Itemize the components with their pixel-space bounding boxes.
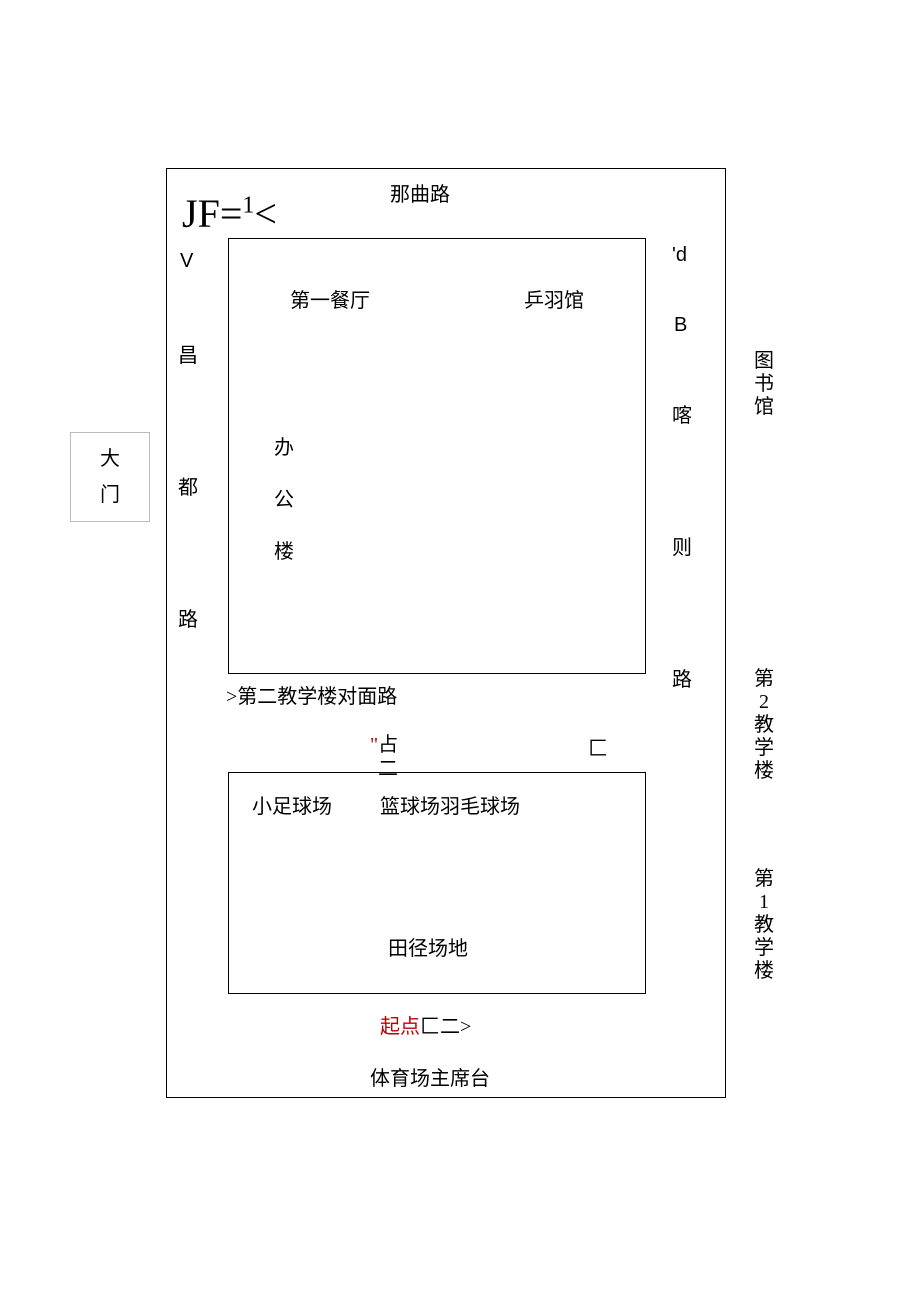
left-road-char-2: 都	[176, 462, 200, 514]
office-building-label: 办 公 楼	[272, 422, 296, 578]
pingyu-hall-label: 乒羽馆	[524, 284, 584, 313]
left-road-label: 昌 都 路	[176, 330, 200, 646]
right-mark-b: B	[674, 314, 687, 337]
gate-box: 大 门	[70, 432, 150, 522]
left-road-char-1: 昌	[176, 330, 200, 382]
right-mark-d: 'd	[672, 244, 687, 267]
dining-hall-label: 第一餐厅	[290, 284, 370, 313]
track-field-label: 田径场地	[388, 932, 468, 961]
right-road-char-3: 路	[670, 654, 694, 706]
basketball-badminton-label: 篮球场羽毛球场	[380, 790, 520, 819]
gate-label: 大 门	[100, 448, 120, 506]
mid-mark-kou: 匚	[588, 732, 608, 761]
left-arrow: V	[180, 250, 193, 273]
stadium-podium-label: 体育场主席台	[370, 1062, 490, 1091]
building-2-label: 第2教学楼	[752, 668, 776, 783]
left-road-char-3: 路	[176, 594, 200, 646]
building-1-label: 第1教学楼	[752, 868, 776, 983]
building-1-text: 第1教学楼	[754, 868, 774, 983]
right-road-char-1: 喀	[670, 390, 694, 442]
library-text: 图书馆	[754, 350, 774, 419]
top-road-label: 那曲路	[390, 178, 450, 207]
start-point-label: 起点	[380, 1016, 420, 1038]
campus-map-canvas: 大 门 JF=1< 那曲路 V 昌 都 路 第一餐厅 乒羽馆 办 公 楼 'd …	[0, 0, 920, 1301]
mid-road-label: >第二教学楼对面路	[226, 680, 397, 709]
right-road-char-2: 则	[670, 522, 694, 574]
library-label: 图书馆	[752, 350, 776, 419]
right-road-label: 喀 则 路	[670, 390, 694, 706]
start-point-row: 起点匚二>	[380, 1010, 471, 1039]
small-soccer-label: 小足球场	[252, 790, 332, 819]
building-2-text: 第2教学楼	[754, 668, 774, 783]
jf-label: JF=1<	[182, 190, 277, 237]
start-point-marks: 匚二>	[420, 1016, 471, 1038]
